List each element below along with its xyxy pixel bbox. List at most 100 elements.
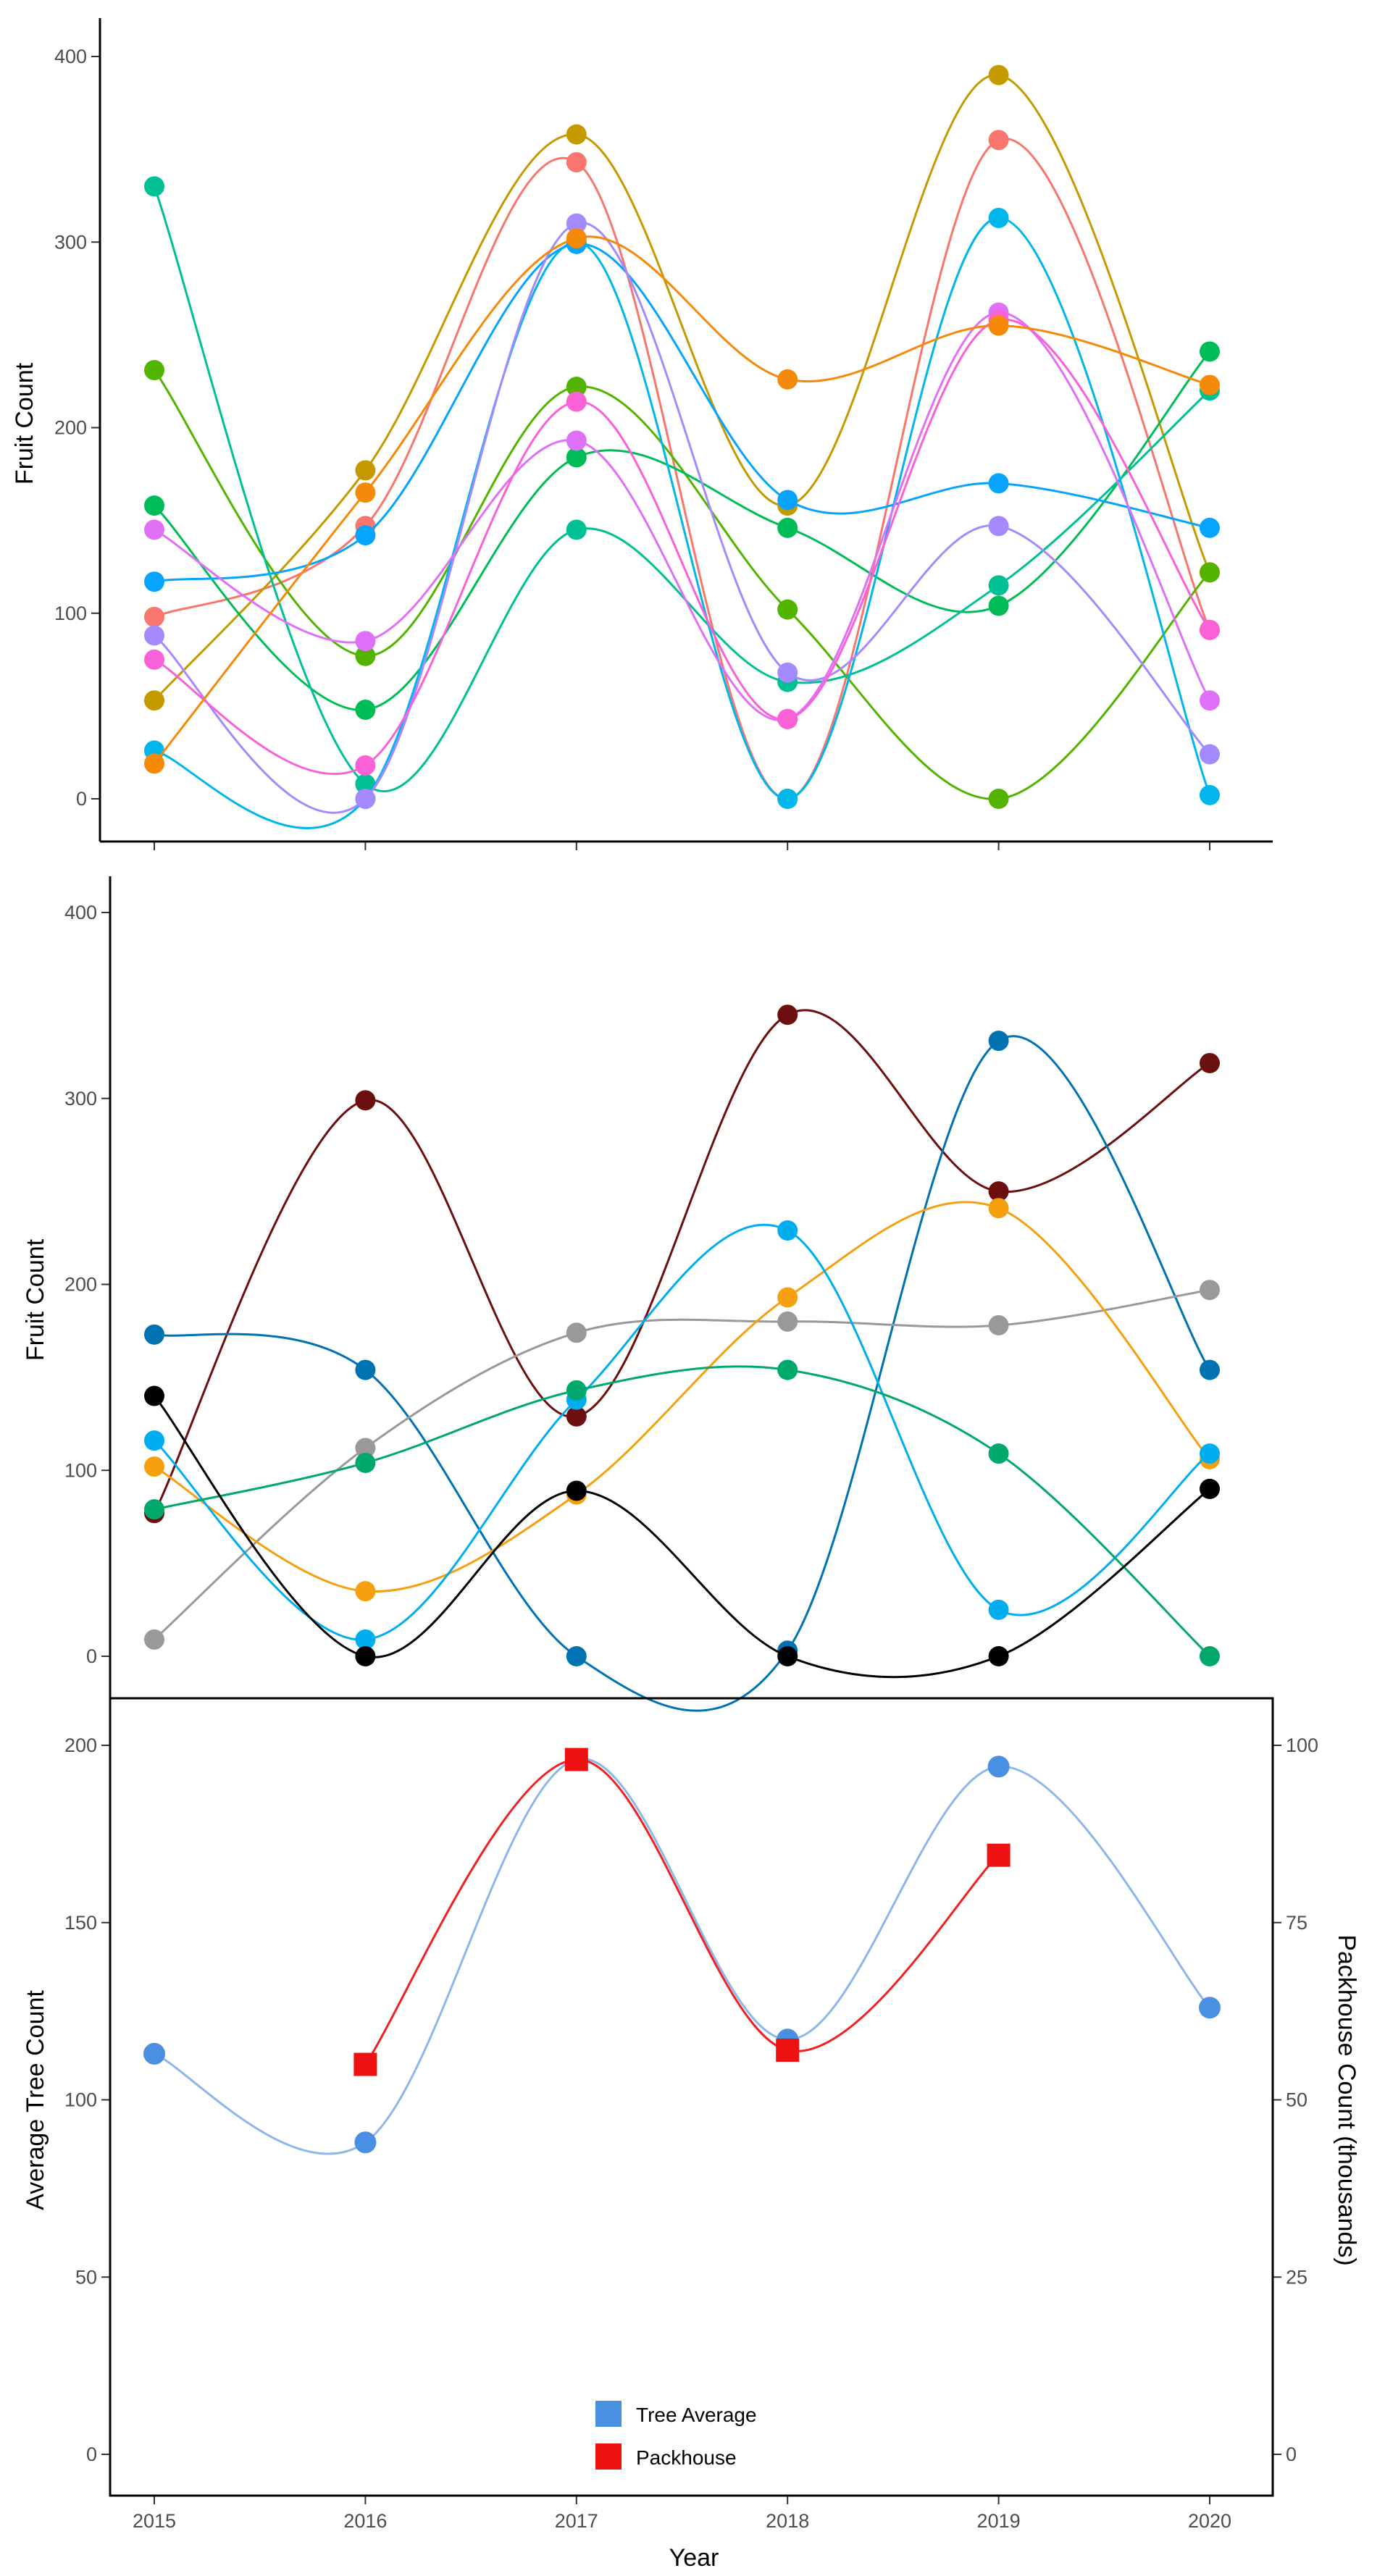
legend: Tree Average Packhouse [595, 2401, 757, 2470]
panel-middle-data-point [566, 1380, 587, 1401]
panel-bottom-x-tick-label: 2018 [766, 2510, 809, 2532]
panel-bottom-y-tick-label-right: 50 [1286, 2089, 1307, 2111]
panel-top-data-point [355, 460, 376, 481]
panel-top-y-tick-label: 200 [54, 417, 87, 439]
panel-bottom-data-point-square [776, 2038, 800, 2062]
panel-top-data-point [988, 64, 1009, 85]
panel-top-data-point [566, 519, 587, 540]
panel-top-data-point [144, 649, 164, 670]
panel-bottom-data-point [354, 2131, 377, 2154]
panel-bottom-y-tick-label-left: 100 [64, 2089, 97, 2111]
panel-bottom-y-axis-title-left: Average Tree Count [22, 1990, 49, 2210]
panel-top-data-point [144, 753, 164, 774]
panel-top-data-point [144, 495, 164, 516]
panel-bottom: Average Tree Count Packhouse Count (thou… [22, 1697, 1360, 2572]
panel-top-y-tick-label: 400 [54, 46, 87, 67]
panel-top-data-point [144, 606, 164, 627]
panel-bottom-x-tick-label: 2015 [133, 2510, 176, 2532]
panel-middle-data-point [566, 1646, 587, 1666]
panel-bottom-data-point [143, 2042, 165, 2065]
panel-bottom-data-point-square [564, 1748, 588, 1771]
panel-top-data-point [1200, 341, 1220, 362]
panel-top-data-point [1200, 562, 1220, 583]
panel-middle-y-tick-label: 300 [64, 1088, 97, 1109]
panel-middle-data-point [355, 1452, 376, 1473]
panel-bottom-x-axis-title: Year [669, 2544, 719, 2572]
panel-top-data-point [566, 391, 587, 412]
panel-middle-data-point [355, 1090, 376, 1111]
legend-label-tree-average: Tree Average [636, 2404, 757, 2426]
panel-middle-data-point [1200, 1443, 1220, 1464]
panel-middle-data-point [777, 1220, 798, 1241]
panel-top-data-point [355, 755, 376, 776]
panel-middle-data-point [355, 1646, 376, 1666]
panel-top-x-ticks [154, 842, 1210, 850]
panel-bottom-data-point [1199, 1997, 1221, 2019]
panel-top-series [144, 64, 1220, 829]
panel-top-y-tick-label: 300 [54, 231, 87, 253]
panel-middle-series-line [153, 1223, 1210, 1641]
panel-middle-data-point [355, 1629, 376, 1650]
panel-bottom-y-ticks-right: 0 25 50 75 100 [1273, 1734, 1318, 2465]
panel-middle-data-point [777, 1359, 798, 1380]
panel-middle-data-point [988, 1031, 1009, 1052]
panel-top-data-point [144, 571, 164, 592]
panel-bottom-y-tick-label-left: 200 [64, 1734, 97, 1756]
legend-label-packhouse: Packhouse [636, 2446, 737, 2469]
panel-top-data-point [777, 369, 798, 390]
panel-bottom-x-tick-label: 2017 [555, 2510, 598, 2532]
panel-middle-data-point [1200, 1646, 1220, 1666]
panel-bottom-x-tick-label: 2020 [1188, 2510, 1231, 2532]
panel-top-y-ticks: 0 100 200 300 400 [54, 46, 100, 810]
panel-middle-data-point [1200, 1478, 1220, 1499]
panel-top-data-point [566, 152, 587, 173]
legend-key-packhouse [595, 2443, 622, 2470]
panel-middle-data-point [988, 1198, 1009, 1219]
panel-top-data-point [355, 700, 376, 720]
panel-top-data-point [144, 360, 164, 381]
panel-top-data-point [988, 516, 1009, 537]
panel-middle-data-point [988, 1314, 1009, 1335]
panel-middle-series-line [154, 1201, 1211, 1593]
panel-bottom-y-tick-label-left: 50 [75, 2266, 97, 2288]
panel-bottom-data-point-square [353, 2052, 377, 2076]
panel-top-y-axis-title: Fruit Count [11, 362, 38, 484]
panel-top-data-point [988, 207, 1009, 228]
panel-bottom-x-tick-label: 2016 [343, 2510, 387, 2532]
panel-middle-y-axis-title: Fruit Count [22, 1238, 49, 1361]
panel-bottom-y-ticks-left: 0 50 100 150 200 [64, 1734, 110, 2465]
panel-middle-data-point [1200, 1280, 1220, 1301]
panel-top-data-point [1200, 690, 1220, 711]
panel-top-y-tick-label: 100 [54, 603, 87, 624]
panel-middle-y-tick-label: 400 [64, 902, 97, 923]
panel-bottom-data-point [987, 1755, 1010, 1778]
panel-bottom-x-tick-label: 2019 [977, 2510, 1021, 2532]
panel-bottom-series [143, 1748, 1221, 2155]
panel-middle-data-point [988, 1599, 1009, 1620]
panel-middle-data-point [1200, 1359, 1220, 1380]
legend-key-tree-average [595, 2401, 622, 2427]
panel-top-data-point [566, 213, 587, 234]
panel-bottom-border [109, 1697, 1274, 2497]
panel-top-data-point [777, 490, 798, 511]
panel-top-data-point [355, 631, 376, 652]
panel-top-data-point [1200, 784, 1220, 805]
panel-top-data-point [1200, 744, 1220, 765]
panel-bottom-y-tick-label-right: 25 [1286, 2266, 1307, 2288]
panel-middle-y-tick-label: 0 [86, 1645, 97, 1667]
panel-top-series-line [153, 351, 1211, 711]
panel-bottom-y-tick-label-right: 100 [1286, 1734, 1318, 1756]
panel-middle-data-point [566, 1406, 587, 1427]
panel-top-data-point [777, 662, 798, 683]
panel-middle-data-point [144, 1324, 164, 1345]
panel-bottom-x-ticks: 2015 2016 2017 2018 2019 2020 [133, 2496, 1231, 2532]
panel-middle-data-point [355, 1438, 376, 1459]
panel-middle-data-point [144, 1430, 164, 1451]
panel-top-data-point [566, 447, 587, 468]
panel-middle-data-point [777, 1004, 798, 1025]
panel-middle-y-tick-label: 100 [64, 1459, 97, 1481]
panel-bottom-y-axis-title-right: Packhouse Count (thousands) [1333, 1934, 1360, 2265]
panel-bottom-y-tick-label-right: 0 [1286, 2443, 1297, 2465]
